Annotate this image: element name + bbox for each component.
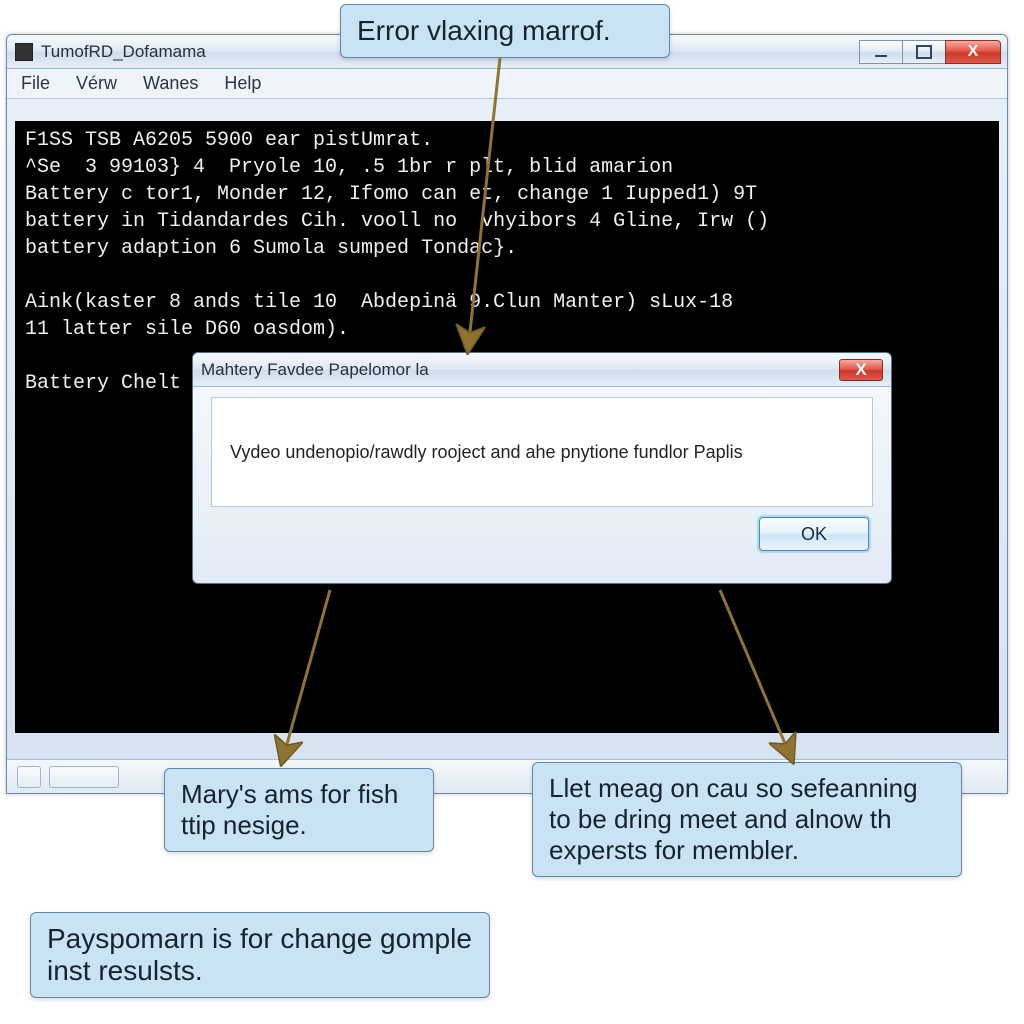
callout-text: Error vlaxing marrof. [357, 15, 611, 46]
menu-help[interactable]: Help [224, 73, 261, 94]
close-icon: X [855, 360, 866, 380]
close-button[interactable]: X [945, 40, 1001, 64]
callout-top: Error vlaxing marrof. [340, 4, 670, 58]
dialog-titlebar[interactable]: Mahtery Favdee Papelomor la X [193, 353, 891, 387]
menu-wanes[interactable]: Wanes [143, 73, 198, 94]
status-segment [17, 766, 41, 788]
maximize-button[interactable] [902, 40, 946, 64]
dialog-title: Mahtery Favdee Papelomor la [201, 360, 429, 380]
error-dialog: Mahtery Favdee Papelomor la X Vydeo unde… [192, 352, 892, 584]
dialog-message: Vydeo undenopio/rawdly rooject and ahe p… [230, 442, 743, 463]
app-icon [15, 43, 33, 61]
menu-file[interactable]: File [21, 73, 50, 94]
minimize-button[interactable] [859, 40, 903, 64]
dialog-footer: OK [193, 507, 891, 561]
dialog-close-button[interactable]: X [839, 359, 883, 381]
status-segment [49, 766, 119, 788]
callout-text: Mary's ams for fish ttip nesige. [181, 779, 398, 840]
callout-text: Llet meag on cau so sefeanning to be dri… [549, 773, 918, 865]
window-title: TumofRD_Dofamama [41, 42, 206, 62]
callout-text: Payspomarn is for change gomple inst res… [47, 923, 472, 986]
window-controls: X [860, 40, 1001, 64]
menubar: File Vérw Wanes Help [7, 69, 1007, 99]
menu-view[interactable]: Vérw [76, 73, 117, 94]
dialog-body: Vydeo undenopio/rawdly rooject and ahe p… [211, 397, 873, 507]
ok-button[interactable]: OK [759, 517, 869, 551]
callout-left: Mary's ams for fish ttip nesige. [164, 768, 434, 852]
callout-right: Llet meag on cau so sefeanning to be dri… [532, 762, 962, 877]
callout-bottom: Payspomarn is for change gomple inst res… [30, 912, 490, 998]
